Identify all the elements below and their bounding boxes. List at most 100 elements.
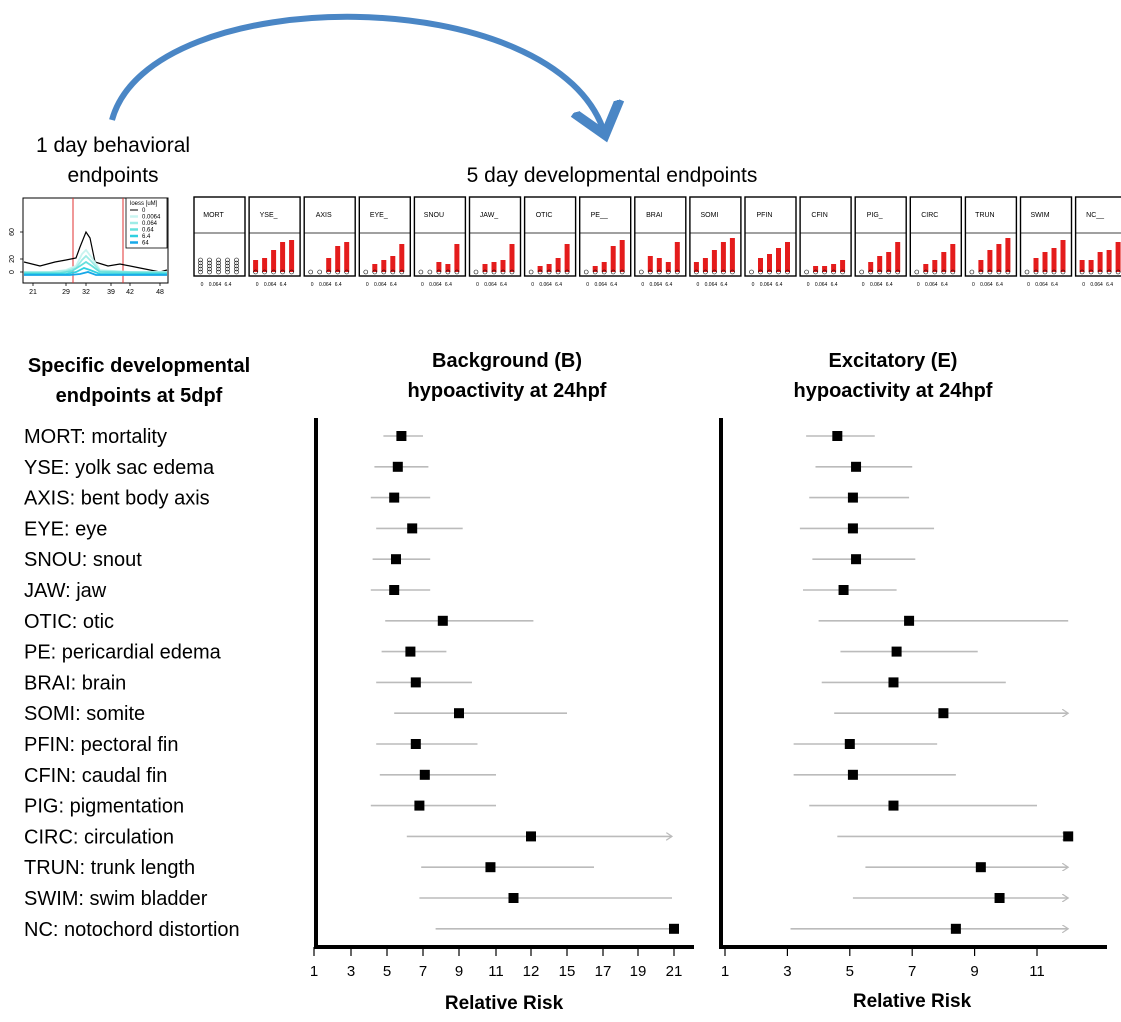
dev-panel-point <box>987 269 993 275</box>
dev-panel-label: SOMI <box>700 212 718 219</box>
dev-panel-point <box>822 269 827 275</box>
behavior-xtick-label: 29 <box>62 289 70 296</box>
forest-xtick-label: 1 <box>721 963 729 980</box>
dev-panel-bar <box>335 246 341 272</box>
forest-estimate-marker <box>419 769 430 780</box>
dev-panel-point <box>730 269 735 275</box>
dev-panel-point <box>638 269 644 275</box>
dev-panel-xtick: 0.064 <box>760 282 773 288</box>
dev-panel-xtick: 0 <box>256 282 259 288</box>
endpoint-item: NC: notochord distortion <box>24 919 240 941</box>
dev-panel-point <box>877 269 883 275</box>
endpoint-item: PFIN: pectoral fin <box>24 734 179 756</box>
dev-panel-point <box>1097 269 1103 275</box>
dev-panel-bar <box>509 244 515 272</box>
forest-estimate-marker <box>975 862 986 873</box>
dev-panel-bar <box>950 244 956 272</box>
dev-panel-xtick: 0.064 <box>1090 282 1103 288</box>
forest-b-title-line1: Background (B) <box>432 350 582 372</box>
dev-panel-xtick: 0.064 <box>539 282 552 288</box>
dev-panel-point <box>1042 269 1048 275</box>
dev-panel-point <box>1024 269 1030 275</box>
forest-estimate-marker <box>392 461 403 472</box>
dev-panel-point <box>500 269 506 275</box>
dev-panel-bar <box>1115 242 1121 272</box>
dev-panel-xtick: 6.4 <box>390 282 397 288</box>
dev-panel-xtick: 6.4 <box>665 282 672 288</box>
forest-estimate-marker <box>414 800 425 811</box>
dev-panel-point <box>198 266 203 272</box>
dev-panel-point <box>564 269 570 275</box>
dev-panel-point <box>198 260 203 266</box>
dev-panel-xtick: 0.064 <box>209 282 222 288</box>
dev-panel-point <box>923 269 929 275</box>
dev-panel-label: CIRC <box>921 212 938 219</box>
dev-panel-point <box>932 269 938 275</box>
dev-panel-point <box>1088 269 1094 275</box>
dev-panel-bar <box>941 252 947 272</box>
dev-panel-point <box>996 269 1002 275</box>
dev-panel-xtick: 0.064 <box>650 282 663 288</box>
dev-panel-point <box>601 269 607 275</box>
forest-e-title-line1: Excitatory (E) <box>829 350 958 372</box>
dev-panel-bar <box>1033 258 1039 272</box>
dev-panel-bar <box>656 258 662 272</box>
dev-panel-xtick: 6.4 <box>445 282 452 288</box>
dev-panel-xtick: 0 <box>586 282 589 288</box>
dev-panel-point <box>445 269 451 275</box>
forest-estimate-marker <box>437 615 448 626</box>
dev-panel-point <box>381 269 387 275</box>
behavior-curve <box>24 260 168 274</box>
forest-estimate-marker <box>888 800 899 811</box>
dev-panel-point <box>262 269 267 275</box>
forest-estimate-marker <box>508 893 519 903</box>
dev-panel-point <box>914 269 920 275</box>
dev-panel-bar <box>1088 260 1094 272</box>
forest-xtick-label: 21 <box>666 963 683 980</box>
dev-panel-label: PIG_ <box>867 212 883 219</box>
dev-panel-bar <box>436 262 442 272</box>
forest-xtick-label: 3 <box>347 963 355 980</box>
dev-panel-point <box>473 269 479 275</box>
behavior-xtick-label: 48 <box>156 289 164 296</box>
dev-panel-bar <box>822 266 828 272</box>
dev-panel-xtick: 0 <box>641 282 644 288</box>
dev-panel-xtick: 0 <box>917 282 920 288</box>
dev-panel-label: JAW_ <box>480 212 499 219</box>
dev-panel-point <box>216 269 221 275</box>
dev-panel-point <box>225 257 230 263</box>
endpoint-item: MORT: mortality <box>24 426 167 448</box>
dev-panel-point <box>225 269 230 275</box>
dev-panel-xtick: 0.064 <box>980 282 993 288</box>
forest-xtick-label: 11 <box>488 963 504 980</box>
dev-panel-bar <box>1097 252 1103 272</box>
dev-panel-xtick: 0.064 <box>705 282 718 288</box>
dev-panel-point <box>776 269 781 275</box>
behavior-xtick-label: 21 <box>29 289 37 296</box>
dev-panel-bar <box>813 266 819 272</box>
dev-panel-xtick: 0 <box>752 282 755 288</box>
forest-b-title-line2: hypoactivity at 24hpf <box>408 380 607 402</box>
dev-panel-point <box>225 266 230 272</box>
dev-panel-point <box>372 269 378 275</box>
dev-panel-point <box>234 260 239 266</box>
endpoint-item: SWIM: swim bladder <box>24 888 208 910</box>
forest-e-xlabel: Relative Risk <box>853 991 972 1012</box>
forest-estimate-marker <box>410 677 421 688</box>
dev-panel-point <box>427 269 433 275</box>
dev-panel-bar <box>390 256 396 272</box>
endpoint-item: OTIC: otic <box>24 611 114 633</box>
forest-xtick-label: 9 <box>970 963 978 980</box>
dev-panel-label: EYE_ <box>370 212 388 219</box>
forest-estimate-marker <box>844 739 855 749</box>
dev-label: 5 day developmental endpoints <box>467 164 758 187</box>
behavior-legend-item: 64 <box>142 241 149 247</box>
dev-panel-point <box>703 269 708 275</box>
dev-panel-point <box>785 269 790 275</box>
forest-estimate-marker <box>1063 831 1074 842</box>
dev-panel-bar <box>500 260 506 272</box>
dev-panel-point <box>950 269 956 275</box>
dev-panel-point <box>308 269 314 275</box>
dev-panel-point <box>868 269 874 275</box>
